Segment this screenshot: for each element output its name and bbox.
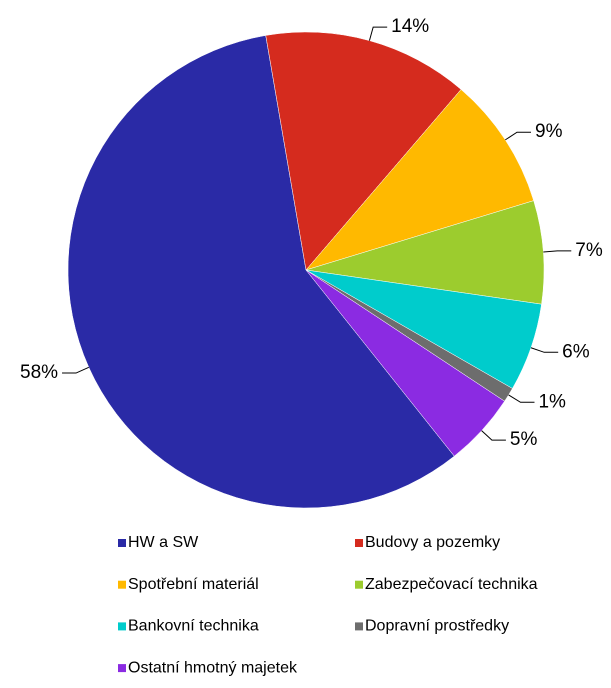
pie-slice bbox=[305, 269, 505, 457]
legend-swatch bbox=[118, 580, 126, 589]
legend-swatch bbox=[118, 664, 126, 673]
leader-line bbox=[505, 131, 532, 141]
legend-swatch bbox=[118, 539, 126, 547]
data-label: 9% bbox=[535, 121, 563, 142]
legend-swatch bbox=[355, 622, 363, 631]
data-label: 14% bbox=[391, 16, 429, 37]
legend-label: Spotřební materiál bbox=[128, 576, 259, 593]
pie-slice bbox=[305, 200, 545, 305]
pie-slice bbox=[265, 31, 462, 271]
legend-label: Bankovní technika bbox=[128, 618, 259, 635]
data-label: 58% bbox=[20, 362, 58, 383]
data-label: 6% bbox=[562, 341, 590, 362]
legend-swatch bbox=[355, 539, 363, 547]
pie-slice bbox=[305, 89, 534, 271]
data-label: 5% bbox=[510, 429, 538, 450]
data-label: 1% bbox=[538, 391, 566, 412]
leader-line bbox=[530, 347, 559, 353]
data-label: 7% bbox=[575, 240, 603, 261]
legend-label: Ostatní hmotný majetek bbox=[128, 659, 298, 676]
legend-label: HW a SW bbox=[128, 534, 199, 551]
legend-label: Dopravní prostředky bbox=[365, 618, 509, 635]
pie-slice bbox=[67, 35, 455, 509]
leader-line bbox=[62, 366, 90, 374]
leader-line bbox=[481, 430, 506, 441]
leader-line bbox=[543, 250, 572, 253]
legend-label: Budovy a pozemky bbox=[365, 534, 500, 551]
leader-line bbox=[368, 26, 388, 41]
legend-label: Zabezpečovací technika bbox=[365, 576, 538, 593]
legend-swatch bbox=[118, 622, 126, 631]
leader-line bbox=[508, 394, 535, 403]
legend-swatch bbox=[355, 580, 363, 589]
